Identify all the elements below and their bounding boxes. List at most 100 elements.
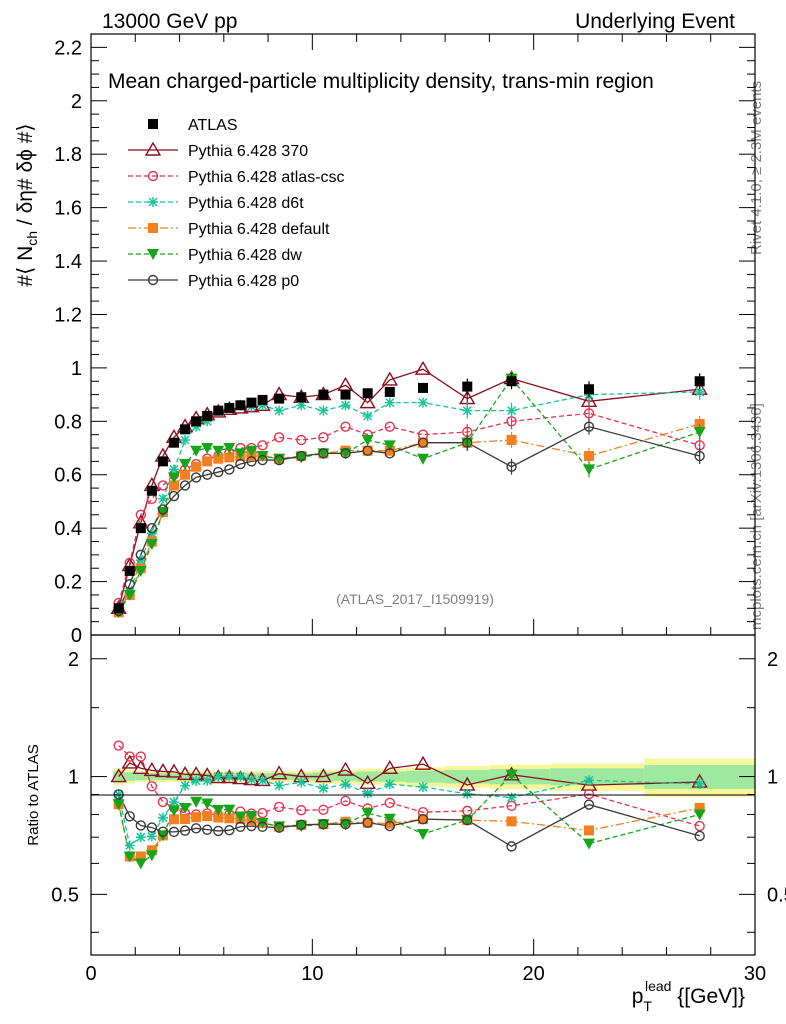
y-tick-label: 2.2 [54, 37, 82, 59]
ratio-point-pythia-6-428-d6t [384, 779, 395, 790]
ratio-point-pythia-6-428-default [191, 812, 202, 823]
legend-marker-pythia-6-428-default [148, 223, 158, 233]
ratio-point-pythia-6-428-dw [134, 858, 147, 870]
ratio-point-pythia-6-428-p0 [417, 813, 429, 825]
point-atlas [340, 389, 351, 400]
legend-label-pythia-6-428-d6t: Pythia 6.428 d6t [188, 195, 304, 212]
point-pythia-6-428-dw [190, 445, 203, 457]
point-atlas [124, 565, 135, 576]
legend-marker-pythia-6-428-atlas-csc [147, 170, 159, 182]
ratio-point-pythia-6-428-p0 [213, 825, 224, 837]
legend-marker-pythia-6-428-p0 [147, 274, 159, 286]
legend-label-pythia-6-428-dw: Pythia 6.428 dw [188, 247, 302, 264]
ratio-point-pythia-6-428-atlas-csc [694, 820, 705, 832]
ratio-point-pythia-6-428-p0 [157, 826, 169, 837]
ratio-point-pythia-6-428-d6t [340, 779, 351, 790]
point-pythia-6-428-d6t [180, 435, 191, 446]
point-atlas [384, 386, 395, 397]
point-pythia-6-428-dw [361, 435, 374, 447]
point-pythia-6-428-p0 [201, 469, 213, 480]
ratio-point-pythia-6-428-atlas-csc [340, 795, 351, 807]
y-tick-label: 0.2 [54, 572, 82, 594]
ratio-y-tick-label: 0.5 [51, 884, 79, 906]
ratio-y-tick-label-right: 0.5 [767, 884, 786, 906]
ratio-point-pythia-6-428-p0 [296, 819, 307, 831]
point-pythia-6-428-atlas-csc [273, 432, 285, 443]
point-pythia-6-428-d6t [418, 397, 428, 408]
point-atlas [191, 416, 202, 427]
ratio-point-pythia-6-428-dw [295, 821, 308, 833]
ratio-point-pythia-6-428-dw [583, 838, 595, 850]
point-atlas [584, 384, 594, 395]
point-pythia-6-428-d6t [506, 405, 517, 416]
band-inner [334, 772, 357, 781]
x-tick-label: 0 [85, 963, 96, 985]
ratio-point-pythia-6-428-d6t [584, 775, 594, 786]
ratio-y-tick-label: 1 [68, 767, 79, 789]
point-pythia-6-428-dw [383, 440, 396, 452]
ratio-point-pythia-6-428-default [135, 851, 146, 862]
point-pythia-6-428-p0 [318, 448, 329, 459]
legend-marker-pythia-6-428-370 [144, 141, 162, 156]
ratio-point-pythia-6-428-p0 [257, 821, 268, 832]
ratio-point-pythia-6-428-dw [693, 809, 706, 821]
ratio-point-pythia-6-428-dw [361, 808, 374, 820]
point-pythia-6-428-dw [317, 448, 330, 460]
y-axis-label: #⟨ Nch / δη# δϕ #⟩ [14, 123, 40, 286]
ratio-point-pythia-6-428-dw [245, 810, 258, 822]
point-pythia-6-428-default [584, 451, 594, 462]
point-pythia-6-428-p0 [417, 437, 429, 448]
point-pythia-6-428-p0 [246, 456, 257, 467]
ratio-point-pythia-6-428-370 [315, 768, 332, 783]
point-pythia-6-428-d6t [384, 397, 395, 408]
point-atlas [274, 393, 285, 404]
analysis-id: (ATLAS_2017_I1509919) [336, 591, 494, 607]
legend-label-pythia-6-428-p0: Pythia 6.428 p0 [188, 273, 299, 290]
point-atlas [224, 402, 235, 413]
point-atlas [296, 392, 307, 403]
point-pythia-6-428-dw [212, 445, 225, 457]
point-pythia-6-428-p0 [506, 461, 517, 472]
point-pythia-6-428-d6t [340, 400, 351, 411]
legend-marker-pythia-6-428-d6t [148, 197, 158, 207]
point-pythia-6-428-p0 [157, 504, 169, 515]
point-pythia-6-428-dw [134, 565, 147, 577]
y-tick-label: 0 [71, 625, 82, 647]
series-lines [118, 368, 700, 613]
ratio-point-pythia-6-428-d6t [506, 792, 517, 803]
point-pythia-6-428-dw [156, 507, 169, 519]
point-atlas [135, 523, 146, 534]
ratio-point-pythia-6-428-p0 [168, 826, 180, 838]
ratio-point-pythia-6-428-p0 [146, 822, 158, 833]
point-pythia-6-428-dw [234, 448, 247, 460]
point-pythia-6-428-p0 [462, 437, 473, 448]
point-pythia-6-428-370 [381, 371, 399, 386]
ratio-point-pythia-6-428-370 [232, 770, 249, 785]
ratio-point-pythia-6-428-default [362, 817, 373, 828]
ratio-y-tick-label-right: 2 [767, 649, 778, 671]
ratio-point-pythia-6-428-d6t [146, 831, 157, 842]
ratio-point-pythia-6-428-d6t [462, 788, 473, 799]
ratio-point-pythia-6-428-p0 [583, 799, 595, 810]
ratio-point-pythia-6-428-dw [339, 819, 352, 831]
ratio-point-pythia-6-428-atlas-csc [273, 801, 285, 813]
point-pythia-6-428-p0 [235, 458, 246, 470]
point-pythia-6-428-dw [339, 448, 352, 460]
point-pythia-6-428-d6t [462, 405, 473, 416]
ratio-point-pythia-6-428-d6t [157, 812, 168, 823]
ratio-y-tick-label-right: 1 [767, 767, 778, 789]
ratio-point-pythia-6-428-p0 [246, 820, 257, 832]
legend-label-pythia-6-428-default: Pythia 6.428 default [188, 221, 330, 238]
point-pythia-6-428-dw [179, 459, 192, 471]
y-tick-label: 1.2 [54, 304, 82, 326]
point-pythia-6-428-p0 [384, 448, 395, 459]
point-pythia-6-428-p0 [340, 448, 351, 459]
point-atlas [318, 389, 329, 400]
point-pythia-6-428-atlas-csc [318, 432, 329, 443]
point-pythia-6-428-dw [693, 426, 706, 438]
ratio-point-pythia-6-428-d6t [257, 775, 268, 786]
ratio-point-pythia-6-428-default [224, 813, 235, 824]
ratio-point-pythia-6-428-p0 [694, 830, 705, 842]
point-atlas [257, 394, 268, 405]
point-pythia-6-428-atlas-csc [257, 440, 268, 451]
